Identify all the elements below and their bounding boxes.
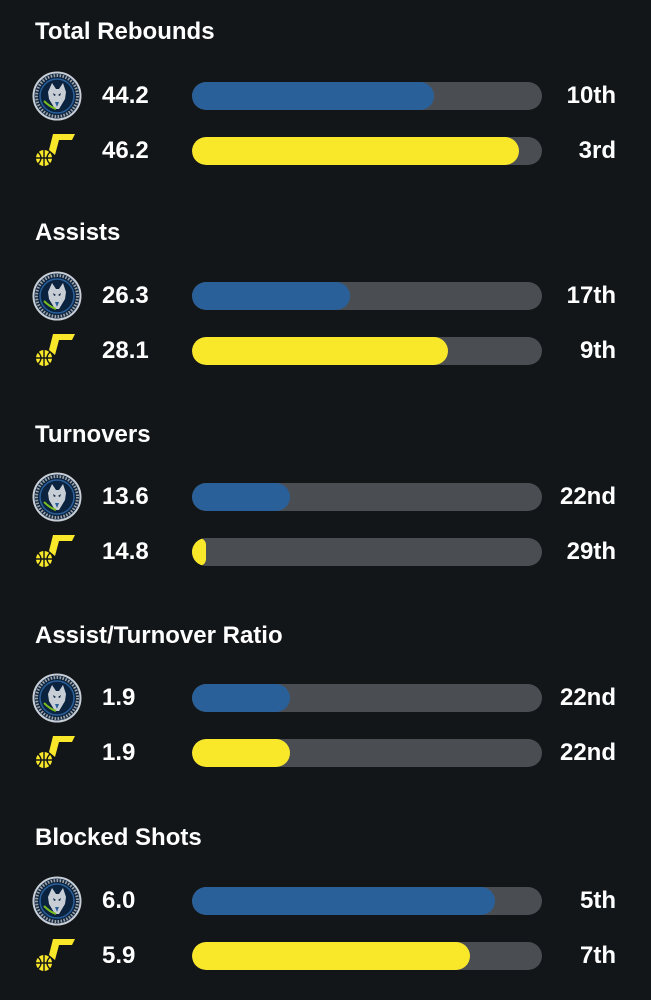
stat-value: 13.6 bbox=[102, 483, 149, 510]
stat-bar-fill bbox=[192, 82, 434, 110]
league-rank: 3rd bbox=[578, 137, 616, 164]
stat-bar bbox=[192, 82, 542, 110]
league-rank: 22nd bbox=[559, 684, 616, 711]
league-rank: 17th bbox=[566, 282, 616, 309]
stat-row-wolves: 13.6 22nd bbox=[0, 472, 651, 522]
jazz-logo-icon bbox=[32, 126, 82, 176]
stat-bar bbox=[192, 337, 542, 365]
jazz-logo-icon bbox=[32, 527, 82, 577]
league-rank: 29th bbox=[566, 538, 616, 565]
timberwolves-logo-icon bbox=[32, 472, 82, 522]
stat-bar-fill bbox=[192, 684, 290, 712]
league-rank: 9th bbox=[580, 337, 616, 364]
stat-row-wolves: 6.0 5th bbox=[0, 876, 651, 926]
stat-value: 1.9 bbox=[102, 739, 136, 766]
stat-bar-fill bbox=[192, 739, 290, 767]
stat-value: 6.0 bbox=[102, 887, 136, 914]
league-rank: 22nd bbox=[559, 483, 616, 510]
stat-bar-fill bbox=[192, 887, 495, 915]
league-rank: 10th bbox=[566, 82, 616, 109]
stat-bar bbox=[192, 684, 542, 712]
stat-value: 5.9 bbox=[102, 942, 136, 969]
stat-bar bbox=[192, 538, 542, 566]
timberwolves-logo-icon bbox=[32, 271, 82, 321]
section-title: Blocked Shots bbox=[35, 824, 202, 851]
stat-row-jazz: 46.2 3rd bbox=[0, 126, 651, 176]
stat-row-jazz: 28.1 9th bbox=[0, 326, 651, 376]
stat-row-jazz: 14.8 29th bbox=[0, 527, 651, 577]
stat-bar bbox=[192, 942, 542, 970]
timberwolves-logo-icon bbox=[32, 673, 82, 723]
stat-value: 44.2 bbox=[102, 82, 149, 109]
stat-bar-fill bbox=[192, 942, 471, 970]
stat-bar-fill bbox=[192, 483, 290, 511]
timberwolves-logo-icon bbox=[32, 876, 82, 926]
stat-row-wolves: 44.2 10th bbox=[0, 71, 651, 121]
stat-value: 14.8 bbox=[102, 538, 149, 565]
league-rank: 22nd bbox=[559, 739, 616, 766]
stat-value: 28.1 bbox=[102, 337, 149, 364]
stat-row-wolves: 26.3 17th bbox=[0, 271, 651, 321]
stat-row-wolves: 1.9 22nd bbox=[0, 673, 651, 723]
stat-value: 46.2 bbox=[102, 137, 149, 164]
stat-value: 26.3 bbox=[102, 282, 149, 309]
stat-row-jazz: 5.9 7th bbox=[0, 931, 651, 981]
league-rank: 7th bbox=[580, 942, 616, 969]
section-title: Assists bbox=[35, 219, 121, 246]
stat-bar bbox=[192, 137, 542, 165]
section-title: Total Rebounds bbox=[35, 18, 215, 45]
stat-bar bbox=[192, 483, 542, 511]
stat-bar-fill bbox=[192, 538, 206, 566]
stat-value: 1.9 bbox=[102, 684, 136, 711]
stat-row-jazz: 1.9 22nd bbox=[0, 728, 651, 778]
stat-bar bbox=[192, 739, 542, 767]
stat-bar bbox=[192, 282, 542, 310]
jazz-logo-icon bbox=[32, 931, 82, 981]
stat-bar-fill bbox=[192, 282, 350, 310]
timberwolves-logo-icon bbox=[32, 71, 82, 121]
stat-bar bbox=[192, 887, 542, 915]
league-rank: 5th bbox=[580, 887, 616, 914]
section-title: Turnovers bbox=[35, 421, 151, 448]
jazz-logo-icon bbox=[32, 326, 82, 376]
stat-bar-fill bbox=[192, 337, 448, 365]
section-title: Assist/Turnover Ratio bbox=[35, 622, 283, 649]
jazz-logo-icon bbox=[32, 728, 82, 778]
stat-bar-fill bbox=[192, 137, 520, 165]
